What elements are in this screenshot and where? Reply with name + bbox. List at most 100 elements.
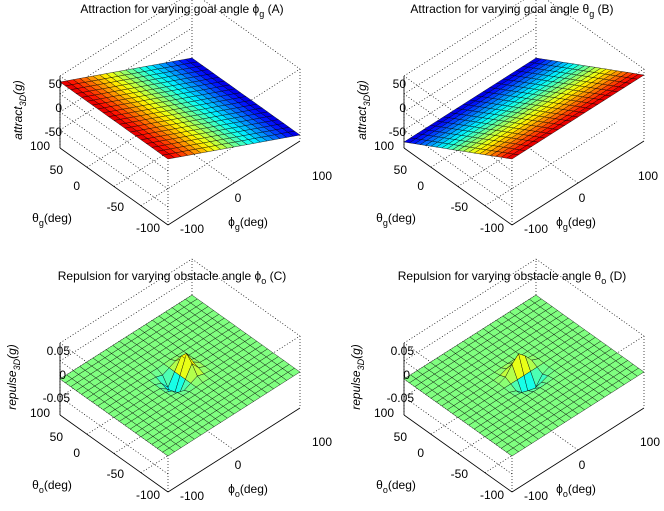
panel-c-plot: [59, 258, 301, 493]
panel-c: Repulsion for varying obstacle angle ϕo …: [5, 258, 332, 503]
y-axis-line: [403, 147, 513, 226]
y-tick-label: 100: [374, 406, 394, 420]
y-tick-label: 50: [50, 430, 64, 444]
panel-a-title: Attraction for varying goal angle ϕg (A): [80, 2, 283, 19]
x-axis-line: [167, 407, 301, 493]
panel-d-x-label: ϕo(deg): [556, 482, 596, 499]
y-tick-label: 0: [417, 179, 424, 193]
surface: [403, 294, 645, 457]
x-tick-label: -100: [524, 489, 548, 503]
y-tick-label: 50: [50, 163, 64, 177]
y-tick-label: -50: [107, 467, 125, 481]
y-axis-line: [403, 414, 513, 493]
z-tick-label: 0.05: [391, 344, 415, 358]
surface-cell: [287, 130, 301, 137]
panel-d-plot: [403, 258, 645, 493]
grid-line: [191, 258, 301, 337]
x-axis-line: [511, 140, 645, 226]
y-axis-line: [59, 147, 169, 226]
y-tick-label: 100: [30, 406, 50, 420]
grid-line: [59, 93, 169, 172]
panel-a-y-ticks: 100 50 0 -50 -100: [30, 139, 160, 235]
grid-line: [59, 111, 169, 190]
y-tick-label: -100: [480, 221, 504, 235]
panel-b-x-label: ϕg(deg): [556, 215, 596, 232]
z-tick-label: 0: [59, 368, 66, 382]
x-tick-label: 100: [640, 435, 660, 449]
panel-d-y-label: θo(deg): [376, 478, 416, 495]
grid-line: [59, 396, 169, 475]
z-tick-label: 0: [399, 101, 406, 115]
panel-d-x-ticks: -100 0 100: [524, 435, 660, 503]
y-tick-label: 0: [417, 446, 424, 460]
panel-a-plot: [59, 0, 301, 226]
y-tick-label: -100: [480, 488, 504, 502]
grid-line: [202, 0, 301, 70]
y-axis-line: [59, 414, 169, 493]
panel-b-plot: [403, 0, 645, 226]
surface-cell: [631, 73, 645, 80]
grid-line: [403, 258, 537, 344]
grid-line: [403, 396, 513, 475]
x-axis-line: [167, 140, 301, 226]
panel-c-z-label: repulse3D(g): [5, 344, 22, 410]
x-tick-label: 100: [312, 169, 332, 183]
x-tick-label: -100: [180, 489, 204, 503]
x-tick-label: 0: [579, 458, 586, 472]
x-tick-label: 100: [638, 169, 658, 183]
surface: [59, 294, 301, 457]
x-tick-label: -100: [524, 222, 548, 236]
x-tick-label: 0: [235, 458, 242, 472]
grid-line: [403, 9, 537, 95]
grid-line: [59, 0, 181, 77]
panel-c-title: Repulsion for varying obstacle angle ϕo …: [58, 269, 287, 286]
panel-b-title: Attraction for varying goal angle θg (B): [410, 2, 613, 19]
y-tick-label: -100: [136, 221, 160, 235]
z-tick-label: -0.05: [43, 391, 71, 405]
z-tick-label: 50: [49, 77, 63, 91]
y-tick-label: 100: [374, 139, 394, 153]
panel-b-x-ticks: -100 0 100: [524, 169, 658, 236]
panel-d: Repulsion for varying obstacle angle θo …: [349, 258, 660, 503]
x-tick-label: -100: [180, 222, 204, 236]
panel-b-y-ticks: 100 50 0 -50 -100: [374, 139, 504, 235]
x-tick-label: 0: [579, 191, 586, 205]
grid-line: [59, 258, 193, 344]
y-tick-label: -50: [107, 200, 125, 214]
z-tick-label: 0: [403, 368, 410, 382]
panel-a-z-ticks: 50 0 -50: [45, 77, 63, 139]
panel-b-z-ticks: 50 0 -50: [389, 77, 407, 139]
panel-c-y-ticks: 100 50 0 -50 -100: [30, 406, 160, 502]
panel-a: Attraction for varying goal angle ϕg (A)…: [11, 0, 332, 236]
z-tick-label: 50: [393, 77, 407, 91]
surface-cell: [631, 367, 645, 377]
panel-d-title: Repulsion for varying obstacle angle θo …: [398, 269, 626, 286]
y-tick-label: -50: [451, 467, 469, 481]
panel-b-y-label: θg(deg): [376, 211, 416, 228]
surface: [403, 57, 645, 160]
z-tick-label: -0.05: [387, 391, 415, 405]
panel-a-z-label: attract3D(g): [11, 80, 28, 140]
y-tick-label: 0: [73, 446, 80, 460]
panel-a-y-label: θg(deg): [32, 211, 72, 228]
x-tick-label: 100: [312, 435, 332, 449]
y-tick-label: -100: [136, 488, 160, 502]
z-tick-label: -50: [45, 125, 63, 139]
x-tick-label: 0: [235, 191, 242, 205]
grid-line: [59, 9, 193, 95]
y-tick-label: 100: [30, 139, 50, 153]
y-tick-label: 50: [394, 430, 408, 444]
grid-line: [59, 276, 193, 362]
panel-a-x-label: ϕg(deg): [228, 215, 268, 232]
grid-line: [546, 0, 645, 70]
panel-a-x-ticks: -100 0 100: [180, 169, 332, 236]
panel-c-x-ticks: -100 0 100: [180, 435, 332, 503]
grid-line: [403, 0, 525, 77]
z-tick-label: 0: [55, 101, 62, 115]
grid-line: [535, 258, 645, 337]
panel-d-y-ticks: 100 50 0 -50 -100: [374, 406, 504, 502]
surface: [59, 57, 301, 160]
y-tick-label: 50: [394, 163, 408, 177]
y-tick-label: -50: [451, 200, 469, 214]
